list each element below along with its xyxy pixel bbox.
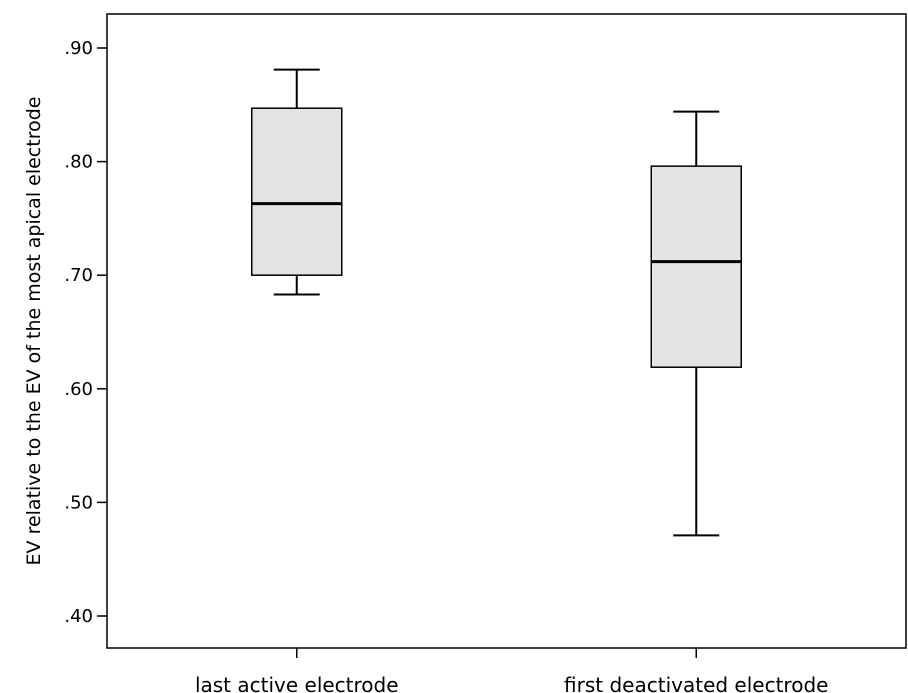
y-axis-title: EV relative to the EV of the most apical… <box>23 97 45 566</box>
boxes <box>251 68 742 537</box>
y-tick-label: .40 <box>64 606 93 627</box>
x-category-label: first deactivated electrode <box>564 673 828 693</box>
y-tick-label: .80 <box>64 152 93 173</box>
box-group <box>650 110 742 537</box>
y-tick-label: .50 <box>64 492 93 513</box>
x-category-label: last active electrode <box>195 673 399 693</box>
y-axis: .40 .50 .60 .70 .80 .90 <box>64 38 107 627</box>
y-tick-label: .70 <box>64 265 93 286</box>
y-tick-label: .60 <box>64 379 93 400</box>
iqr-box <box>251 107 343 276</box>
y-tick-label: .90 <box>64 38 93 59</box>
iqr-box <box>650 165 742 368</box>
box-group <box>251 68 343 296</box>
plot-frame <box>106 13 907 649</box>
x-axis: last active electrode first deactivated e… <box>195 648 828 693</box>
